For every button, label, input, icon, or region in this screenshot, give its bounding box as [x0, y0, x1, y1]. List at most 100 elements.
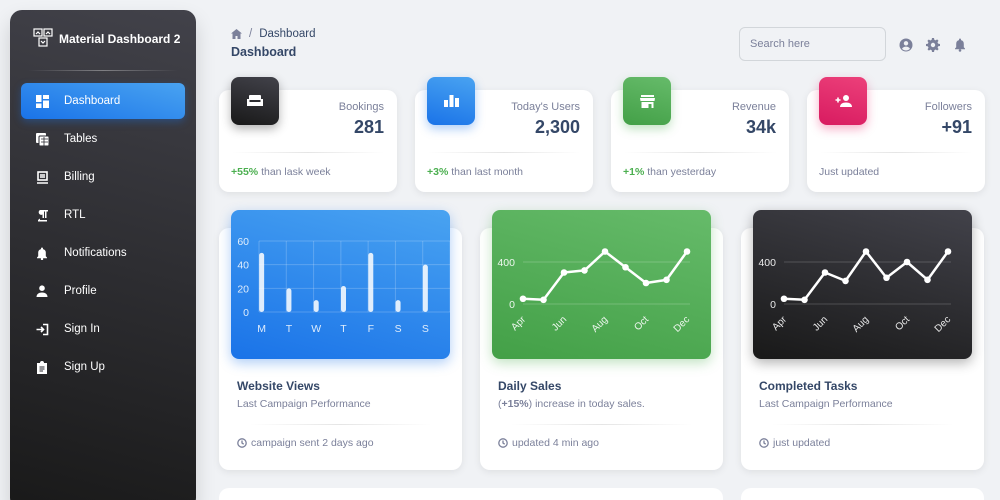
- clock-icon: [237, 438, 247, 448]
- sidebar-item-label: Notifications: [64, 247, 127, 259]
- sidebar-item-sign-up[interactable]: Sign Up: [21, 349, 185, 385]
- sidebar-item-label: Sign In: [64, 323, 100, 335]
- stat-value: 281: [353, 117, 384, 137]
- divider: [771, 424, 954, 425]
- stat-value: +91: [941, 117, 972, 137]
- line-chart: 0 400 Apr Jun Aug Oct Dec: [753, 210, 972, 359]
- stat-note: than yesterday: [644, 166, 717, 178]
- subtitle-highlight: +15%: [501, 398, 529, 410]
- bell-icon: [35, 246, 49, 260]
- chart-subtitle: Last Campaign Performance: [237, 398, 371, 410]
- sidebar-item-label: Tables: [64, 133, 98, 145]
- brand-name: Material Dashboard 2: [59, 32, 181, 46]
- stat-delta: +3%: [427, 166, 449, 178]
- divider: [249, 424, 432, 425]
- stat-card-followers: Followers +91 Just updated: [807, 77, 985, 192]
- clock-icon: [759, 438, 769, 448]
- leaderboard-icon: [427, 77, 475, 125]
- svg-text:20: 20: [237, 283, 249, 295]
- sidebar-item-notifications[interactable]: Notifications: [21, 235, 185, 271]
- bar-chart: 0 20 40 60 M T W T F S S: [231, 210, 450, 359]
- stat-delta: +1%: [623, 166, 645, 178]
- search-input[interactable]: [739, 27, 886, 61]
- breadcrumb-current: Dashboard: [259, 28, 316, 40]
- sidebar-item-label: RTL: [64, 209, 86, 221]
- svg-text:F: F: [368, 323, 374, 335]
- sidebar-item-profile[interactable]: Profile: [21, 273, 185, 309]
- chart-subtitle: (+15%) increase in today sales.: [498, 398, 645, 410]
- account-circle-icon[interactable]: [899, 38, 913, 52]
- stat-card-revenue: Revenue 34k +1% than yesterday: [611, 77, 789, 192]
- stat-value: 2,300: [534, 117, 580, 137]
- login-icon: [35, 322, 49, 336]
- svg-text:Dec: Dec: [933, 314, 953, 334]
- stat-label: Followers: [924, 101, 972, 113]
- line-chart: 0 400 Apr Jun Aug Oct Dec: [492, 210, 711, 359]
- stat-delta: +55%: [231, 166, 259, 178]
- stat-footer: Just updated: [819, 166, 879, 178]
- sidebar-item-dashboard[interactable]: Dashboard: [21, 83, 185, 119]
- svg-text:0: 0: [770, 299, 776, 311]
- sidebar-item-sign-in[interactable]: Sign In: [21, 311, 185, 347]
- svg-text:Jun: Jun: [811, 314, 830, 333]
- chart-card-completed-tasks: 0 400 Apr Jun Aug Oct Dec Completed Tasks Last…: [741, 210, 984, 470]
- divider: [623, 152, 777, 153]
- logo-icon: [33, 28, 53, 47]
- chart-footer: campaign sent 2 days ago: [237, 437, 374, 449]
- sidebar: Material Dashboard 2 Dashboard Tables Bi…: [10, 10, 196, 500]
- chart-subtitle: Last Campaign Performance: [759, 398, 893, 410]
- receipt-icon: [35, 170, 49, 184]
- notifications-icon[interactable]: [953, 38, 967, 52]
- svg-text:Dec: Dec: [672, 314, 692, 334]
- format-textdirection-r-to-l-icon: [35, 208, 49, 222]
- divider: [231, 152, 385, 153]
- line-chart-svg: 0 400 Apr Jun Aug Oct Dec: [497, 248, 692, 335]
- chart-title: Website Views: [237, 379, 320, 393]
- stat-note: Just updated: [819, 166, 880, 178]
- table-view-icon: [35, 132, 49, 146]
- sidebar-nav: Dashboard Tables Billing RTL Notificatio…: [10, 83, 196, 385]
- sidebar-item-rtl[interactable]: RTL: [21, 197, 185, 233]
- bottom-card-orders: [741, 488, 984, 500]
- stat-label: Today's Users: [511, 101, 580, 113]
- sidebar-divider: [28, 70, 178, 71]
- home-icon[interactable]: [231, 29, 242, 39]
- weekend-icon: [231, 77, 279, 125]
- dashboard-icon: [35, 94, 49, 108]
- svg-text:60: 60: [237, 236, 249, 248]
- person-icon: [35, 284, 49, 298]
- stat-label: Revenue: [731, 101, 776, 113]
- svg-text:40: 40: [237, 260, 249, 272]
- bar-chart-svg: 0 20 40 60 M T W T F S S: [237, 236, 450, 335]
- divider: [427, 152, 581, 153]
- stat-card-bookings: Bookings 281 +55% than lask week: [219, 77, 397, 192]
- svg-text:Apr: Apr: [770, 314, 789, 333]
- clock-icon: [498, 438, 508, 448]
- svg-text:T: T: [340, 323, 347, 335]
- divider: [510, 424, 693, 425]
- sidebar-item-billing[interactable]: Billing: [21, 159, 185, 195]
- sidebar-item-label: Billing: [64, 171, 95, 183]
- bottom-card-projects: [219, 488, 723, 500]
- svg-text:M: M: [257, 323, 266, 335]
- svg-text:400: 400: [497, 257, 515, 269]
- sidebar-item-label: Sign Up: [64, 361, 105, 373]
- svg-text:Aug: Aug: [851, 314, 871, 334]
- svg-text:Oct: Oct: [632, 314, 651, 333]
- line-chart-svg: 0 400 Apr Jun Aug Oct Dec: [758, 248, 953, 335]
- chart-card-daily-sales: 0 400 Apr Jun Aug Oct Dec Daily Sales (+15%) i…: [480, 210, 723, 470]
- svg-text:Jun: Jun: [550, 314, 569, 333]
- sidebar-item-tables[interactable]: Tables: [21, 121, 185, 157]
- breadcrumb-separator: /: [249, 28, 253, 40]
- svg-text:0: 0: [509, 299, 515, 311]
- svg-text:Oct: Oct: [893, 314, 912, 333]
- svg-text:Aug: Aug: [590, 314, 610, 334]
- settings-icon[interactable]: [926, 38, 940, 52]
- stat-label: Bookings: [338, 101, 384, 113]
- subtitle-text: ) increase in today sales.: [528, 398, 645, 410]
- stat-note: than lask week: [258, 166, 331, 178]
- stat-card-todays-users: Today's Users 2,300 +3% than last month: [415, 77, 593, 192]
- brand[interactable]: Material Dashboard 2: [10, 10, 196, 68]
- assignment-icon: [35, 360, 49, 374]
- stat-footer: +55% than lask week: [231, 166, 331, 178]
